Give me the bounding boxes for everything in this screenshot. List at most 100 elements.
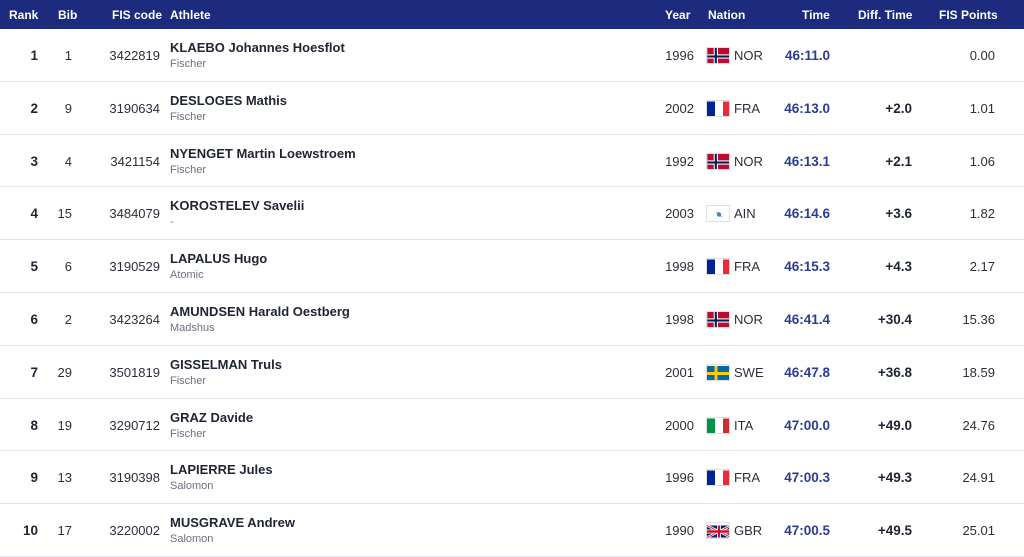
fis-points-cell: 1.82 bbox=[969, 206, 995, 222]
AIN-flag-icon bbox=[706, 205, 730, 223]
diff-time-cell: +49.5 bbox=[877, 523, 912, 539]
table-row[interactable]: 7 29 3501819 GISSELMAN Truls Fischer 200… bbox=[0, 346, 1024, 399]
athlete-name[interactable]: KLAEBO Johannes Hoesflot bbox=[170, 40, 345, 55]
time-cell: 46:11.0 bbox=[784, 48, 830, 63]
rank-cell: 8 bbox=[30, 417, 38, 433]
nation-cell: FRA bbox=[734, 470, 760, 486]
year-cell: 2001 bbox=[665, 364, 694, 380]
header-fis-points[interactable]: FIS Points bbox=[939, 8, 998, 22]
table-row[interactable]: 10 17 3220002 MUSGRAVE Andrew Salomon 19… bbox=[0, 504, 1024, 557]
rank-cell: 1 bbox=[30, 48, 38, 63]
athlete-name[interactable]: LAPALUS Hugo bbox=[170, 251, 268, 267]
athlete-name[interactable]: GRAZ Davide bbox=[170, 409, 254, 425]
athlete-brand: - bbox=[170, 216, 174, 229]
table-row[interactable]: 6 2 3423264 AMUNDSEN Harald Oestberg Mad… bbox=[0, 293, 1024, 346]
nation-cell: FRA bbox=[734, 100, 760, 116]
rank-cell: 7 bbox=[30, 364, 38, 380]
nation-cell: FRA bbox=[734, 259, 760, 275]
time-cell: 47:00.0 bbox=[784, 417, 830, 433]
fis-points-cell: 1.06 bbox=[969, 153, 995, 169]
FRA-flag-icon bbox=[706, 469, 730, 487]
rank-cell: 2 bbox=[30, 100, 38, 116]
table-body: 1 1 3422819 KLAEBO Johannes Hoesflot Fis… bbox=[0, 29, 1024, 557]
FRA-flag-icon bbox=[706, 99, 730, 117]
time-cell: 46:15.3 bbox=[784, 259, 830, 275]
athlete-name[interactable]: DESLOGES Mathis bbox=[170, 92, 288, 108]
athlete-name[interactable]: AMUNDSEN Harald Oestberg bbox=[170, 303, 350, 319]
athlete-brand: Salomon bbox=[170, 533, 214, 546]
time-cell: 46:13.0 bbox=[784, 100, 830, 116]
athlete-name[interactable]: GISSELMAN Truls bbox=[170, 356, 282, 372]
diff-time-cell: +2.0 bbox=[885, 100, 912, 116]
header-diff-time[interactable]: Diff. Time bbox=[858, 8, 913, 22]
athlete-brand: Fischer bbox=[170, 427, 207, 440]
athlete-brand: Salomon bbox=[170, 480, 214, 493]
diff-time-cell: +2.1 bbox=[885, 153, 912, 169]
year-cell: 1992 bbox=[665, 153, 694, 169]
header-nation[interactable]: Nation bbox=[708, 8, 746, 22]
fis-code-cell: 3484079 bbox=[109, 206, 160, 222]
time-cell: 47:00.5 bbox=[784, 523, 830, 539]
rank-cell: 10 bbox=[22, 523, 38, 539]
time-cell: 47:00.3 bbox=[784, 470, 830, 486]
year-cell: 2002 bbox=[665, 100, 694, 116]
rank-cell: 4 bbox=[30, 206, 38, 222]
fis-points-cell: 24.91 bbox=[962, 470, 995, 486]
athlete-brand: Fischer bbox=[170, 163, 207, 176]
rank-cell: 9 bbox=[30, 470, 38, 486]
athlete-name[interactable]: KOROSTELEV Savelii bbox=[170, 198, 305, 214]
table-row[interactable]: 8 19 3290712 GRAZ Davide Fischer 2000 IT… bbox=[0, 399, 1024, 452]
diff-time-cell: +30.4 bbox=[877, 311, 912, 327]
athlete-brand: Fischer bbox=[170, 374, 207, 387]
nation-cell: NOR bbox=[734, 153, 763, 169]
bib-cell: 9 bbox=[64, 100, 72, 116]
header-fis-code[interactable]: FIS code bbox=[112, 8, 163, 22]
fis-code-cell: 3220002 bbox=[109, 523, 160, 539]
fis-code-cell: 3501819 bbox=[109, 364, 160, 380]
athlete-name[interactable]: MUSGRAVE Andrew bbox=[170, 515, 295, 531]
diff-time-cell: +3.6 bbox=[885, 206, 912, 222]
table-row[interactable]: 9 13 3190398 LAPIERRE Jules Salomon 1996… bbox=[0, 451, 1024, 505]
bib-cell: 2 bbox=[64, 311, 72, 327]
athlete-brand: Madshus bbox=[170, 321, 215, 334]
table-row[interactable]: 5 6 3190529 LAPALUS Hugo Atomic 1998 FRA… bbox=[0, 240, 1024, 293]
time-cell: 46:41.4 bbox=[784, 311, 830, 327]
SWE-flag-icon bbox=[706, 363, 730, 381]
year-cell: 1996 bbox=[665, 470, 694, 486]
rank-cell: 6 bbox=[30, 311, 38, 327]
fis-code-cell: 3290712 bbox=[109, 417, 160, 433]
table-row[interactable]: 2 9 3190634 DESLOGES Mathis Fischer 2002… bbox=[0, 82, 1024, 135]
bib-cell: 19 bbox=[57, 417, 72, 433]
header-time[interactable]: Time bbox=[802, 8, 830, 22]
NOR-flag-icon bbox=[706, 152, 730, 170]
year-cell: 2000 bbox=[665, 417, 694, 433]
time-cell: 46:14.6 bbox=[784, 206, 830, 222]
fis-code-cell: 3190529 bbox=[109, 259, 160, 275]
nation-cell: SWE bbox=[734, 364, 764, 380]
rank-cell: 5 bbox=[30, 259, 38, 275]
athlete-name[interactable]: LAPIERRE Jules bbox=[170, 462, 273, 478]
header-rank[interactable]: Rank bbox=[9, 8, 39, 22]
time-cell: 46:47.8 bbox=[784, 364, 830, 380]
year-cell: 1990 bbox=[665, 523, 694, 539]
diff-time-cell: +49.0 bbox=[877, 417, 912, 433]
fis-code-cell: 3190634 bbox=[109, 100, 160, 116]
table-row[interactable]: 1 1 3422819 KLAEBO Johannes Hoesflot Fis… bbox=[0, 29, 1024, 82]
table-row[interactable]: 3 4 3421154 NYENGET Martin Loewstroem Fi… bbox=[0, 135, 1024, 188]
header-bib[interactable]: Bib bbox=[58, 8, 78, 22]
athlete-brand: Atomic bbox=[170, 269, 204, 282]
athlete-brand: Fischer bbox=[170, 110, 207, 123]
athlete-name[interactable]: NYENGET Martin Loewstroem bbox=[170, 145, 356, 161]
year-cell: 2003 bbox=[665, 206, 694, 222]
nation-cell: NOR bbox=[734, 48, 763, 63]
header-athlete[interactable]: Athlete bbox=[170, 8, 211, 22]
GBR-flag-icon bbox=[706, 522, 730, 540]
fis-code-cell: 3422819 bbox=[109, 48, 160, 63]
bib-cell: 4 bbox=[64, 153, 72, 169]
nation-cell: ITA bbox=[734, 417, 754, 433]
fis-code-cell: 3423264 bbox=[109, 311, 160, 327]
NOR-flag-icon bbox=[706, 310, 730, 328]
header-year[interactable]: Year bbox=[665, 8, 691, 22]
bib-cell: 15 bbox=[57, 206, 72, 222]
table-row[interactable]: 4 15 3484079 KOROSTELEV Savelii - 2003 A… bbox=[0, 187, 1024, 241]
